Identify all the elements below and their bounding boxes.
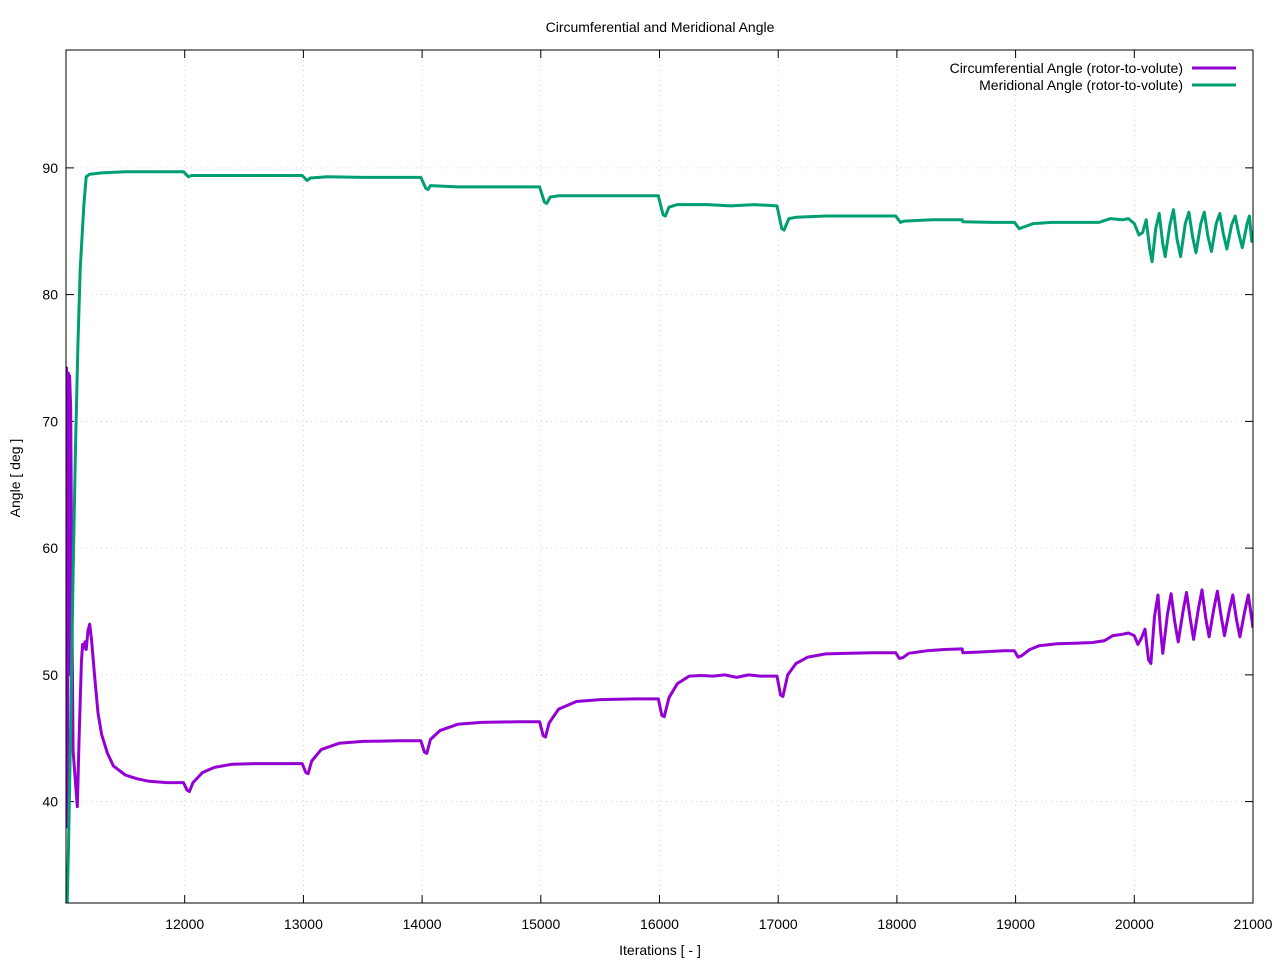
x-tick-label: 16000 [640,916,679,932]
x-tick-label: 20000 [1115,916,1154,932]
y-tick-label: 70 [42,413,58,429]
grid [66,50,1253,903]
x-tick-label: 17000 [759,916,798,932]
x-tick-label: 12000 [165,916,204,932]
y-tick-label: 50 [42,667,58,683]
y-tick-label: 40 [42,794,58,810]
y-tick-label: 60 [42,540,58,556]
x-tick-label: 14000 [403,916,442,932]
y-axis-label: Angle [ deg ] [7,439,23,518]
legend-label: Meridional Angle (rotor-to-volute) [979,77,1183,93]
legend: Circumferential Angle (rotor-to-volute)M… [950,60,1236,93]
plot-area-frame [65,49,1254,904]
series-line-meridional-angle-rotor-to-volute [66,170,1253,903]
x-tick-label: 21000 [1234,916,1273,932]
x-tick-label: 15000 [521,916,560,932]
y-tick-label: 80 [42,287,58,303]
y-tick-label: 90 [42,160,58,176]
x-tick-label: 18000 [877,916,916,932]
chart-title: Circumferential and Meridional Angle [546,19,775,35]
series-line-circumferential-angle-rotor-to-volute [66,366,1253,829]
x-tick-label: 19000 [996,916,1035,932]
legend-label: Circumferential Angle (rotor-to-volute) [950,60,1183,76]
axis-ticks: 12000 13000 14000 15000 16000 17000 18000 19000… [42,50,1273,932]
x-tick-label: 13000 [284,916,323,932]
x-axis-label: Iterations [ - ] [619,942,701,958]
series-layer [66,170,1253,903]
